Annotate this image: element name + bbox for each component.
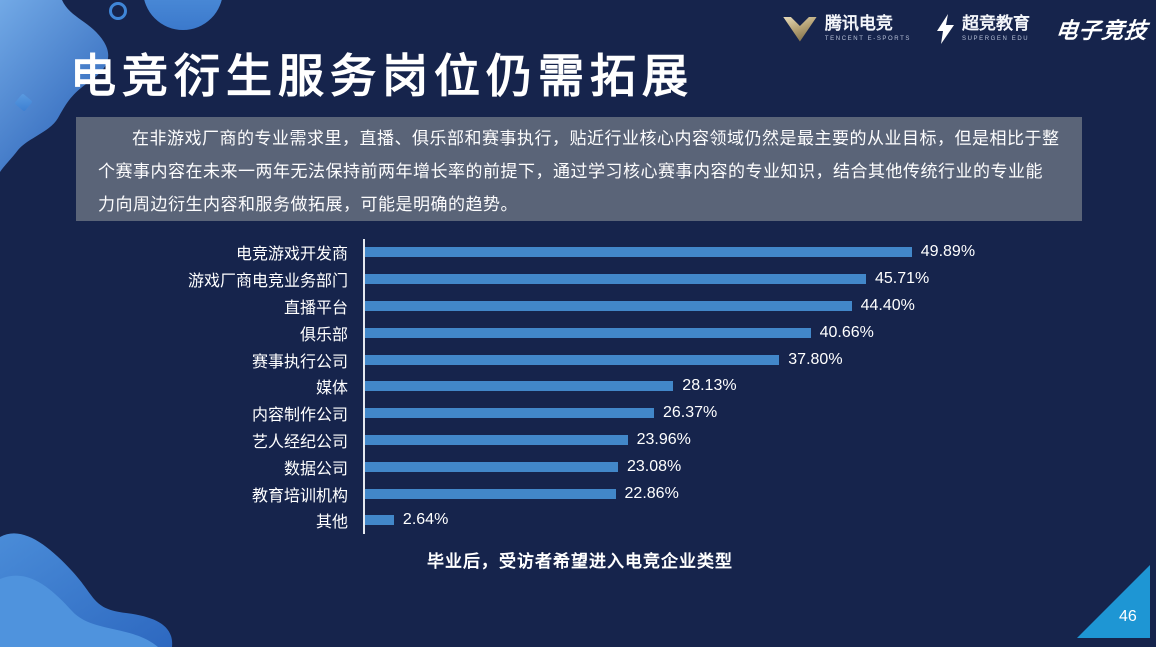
bar (365, 434, 628, 445)
category-label: 艺人经纪公司 (251, 433, 348, 451)
value-label: 23.96% (636, 430, 691, 448)
category-label: 赛事执行公司 (251, 353, 348, 371)
chart-y-axis-line (363, 239, 365, 534)
category-label: 数据公司 (283, 460, 348, 478)
value-label: 37.80% (788, 350, 843, 368)
category-label: 内容制作公司 (251, 407, 348, 425)
category-label: 其他 (315, 514, 348, 532)
value-label: 26.37% (663, 404, 718, 422)
logo-bar: 腾讯电竞 TENCENT E-SPORTS 超竞教育 SUPERGEN EDU … (782, 13, 1150, 45)
bar (365, 408, 654, 419)
page-title: 电竞衍生服务岗位仍需拓展 (70, 50, 694, 102)
value-label: 2.64% (402, 511, 449, 529)
category-label: 电竞游戏开发商 (235, 246, 348, 264)
bar (365, 327, 811, 338)
logo-supergen-edu: 超竞教育 SUPERGEN EDU (936, 14, 1030, 44)
bar (365, 461, 618, 472)
chart-row: 电竞游戏开发商 49.89% (75, 239, 1085, 266)
chart-row: 艺人经纪公司 23.96% (75, 427, 1085, 454)
category-label: 直播平台 (283, 299, 348, 317)
chart-row: 游戏厂商电竞业务部门 45.71% (75, 266, 1085, 293)
decor-diamond-icon (14, 93, 33, 112)
value-label: 45.71% (874, 270, 930, 288)
logo-tencent-esports: 腾讯电竞 TENCENT E-SPORTS (782, 14, 911, 43)
chart-row: 教育培训机构 22.86% (75, 480, 1085, 507)
chart-row: 数据公司 23.08% (75, 453, 1085, 480)
chart-row: 赛事执行公司 37.80% (75, 346, 1085, 373)
page-number: 46 (1119, 608, 1137, 625)
bar (365, 274, 866, 285)
bar (365, 381, 674, 392)
bar (365, 488, 616, 499)
logo-tencent-subtitle: TENCENT E-SPORTS (824, 36, 911, 43)
logo-esports-magazine: 电子竞技 (1054, 13, 1150, 45)
decor-blob-bottom-left (0, 533, 173, 647)
category-label: 教育培训机构 (251, 487, 348, 505)
logo-tencent-name: 腾讯电竞 (824, 14, 893, 34)
chart-row: 其他 2.64% (75, 507, 1085, 534)
value-label: 28.13% (682, 377, 737, 395)
tencent-v-icon (782, 16, 817, 42)
bar (365, 300, 852, 311)
chart-row: 直播平台 44.40% (75, 293, 1085, 320)
chart-row: 内容制作公司 26.37% (75, 400, 1085, 427)
bar (365, 247, 912, 258)
value-label: 23.08% (626, 457, 682, 475)
summary-panel: 在非游戏厂商的专业需求里，直播、俱乐部和赛事执行，贴近行业核心内容领域仍然是最主… (76, 117, 1082, 221)
bar (365, 354, 780, 365)
bar (365, 515, 394, 526)
value-label: 22.86% (624, 484, 679, 502)
value-label: 44.40% (860, 296, 915, 314)
logo-supergen-subtitle: SUPERGEN EDU (961, 36, 1030, 43)
decor-circle-outline-icon (109, 2, 127, 20)
bar-chart-rows: 电竞游戏开发商 49.89% 游戏厂商电竞业务部门 45.71% 直播平台 44.40% 俱… (75, 239, 1085, 534)
chart-row: 俱乐部 40.66% (75, 319, 1085, 346)
page-corner-triangle (1077, 565, 1150, 638)
lightning-icon (936, 14, 954, 44)
category-label: 游戏厂商电竞业务部门 (187, 273, 348, 291)
chart-row: 媒体 28.13% (75, 373, 1085, 400)
category-label: 媒体 (315, 380, 348, 398)
logo-supergen-name: 超竞教育 (961, 14, 1030, 34)
category-label: 俱乐部 (299, 326, 348, 344)
value-label: 40.66% (819, 323, 874, 341)
decor-circle-filled-icon (143, 0, 223, 30)
value-label: 49.89% (920, 243, 976, 261)
summary-text: 在非游戏厂商的专业需求里，直播、俱乐部和赛事执行，贴近行业核心内容领域仍然是最主… (98, 129, 1060, 214)
bar-chart: 电竞游戏开发商 49.89% 游戏厂商电竞业务部门 45.71% 直播平台 44.40% 俱… (75, 239, 1085, 535)
chart-title: 毕业后，受访者希望进入电竞企业类型 (427, 552, 733, 571)
logo-esports-magazine-name: 电子竞技 (1054, 18, 1150, 43)
